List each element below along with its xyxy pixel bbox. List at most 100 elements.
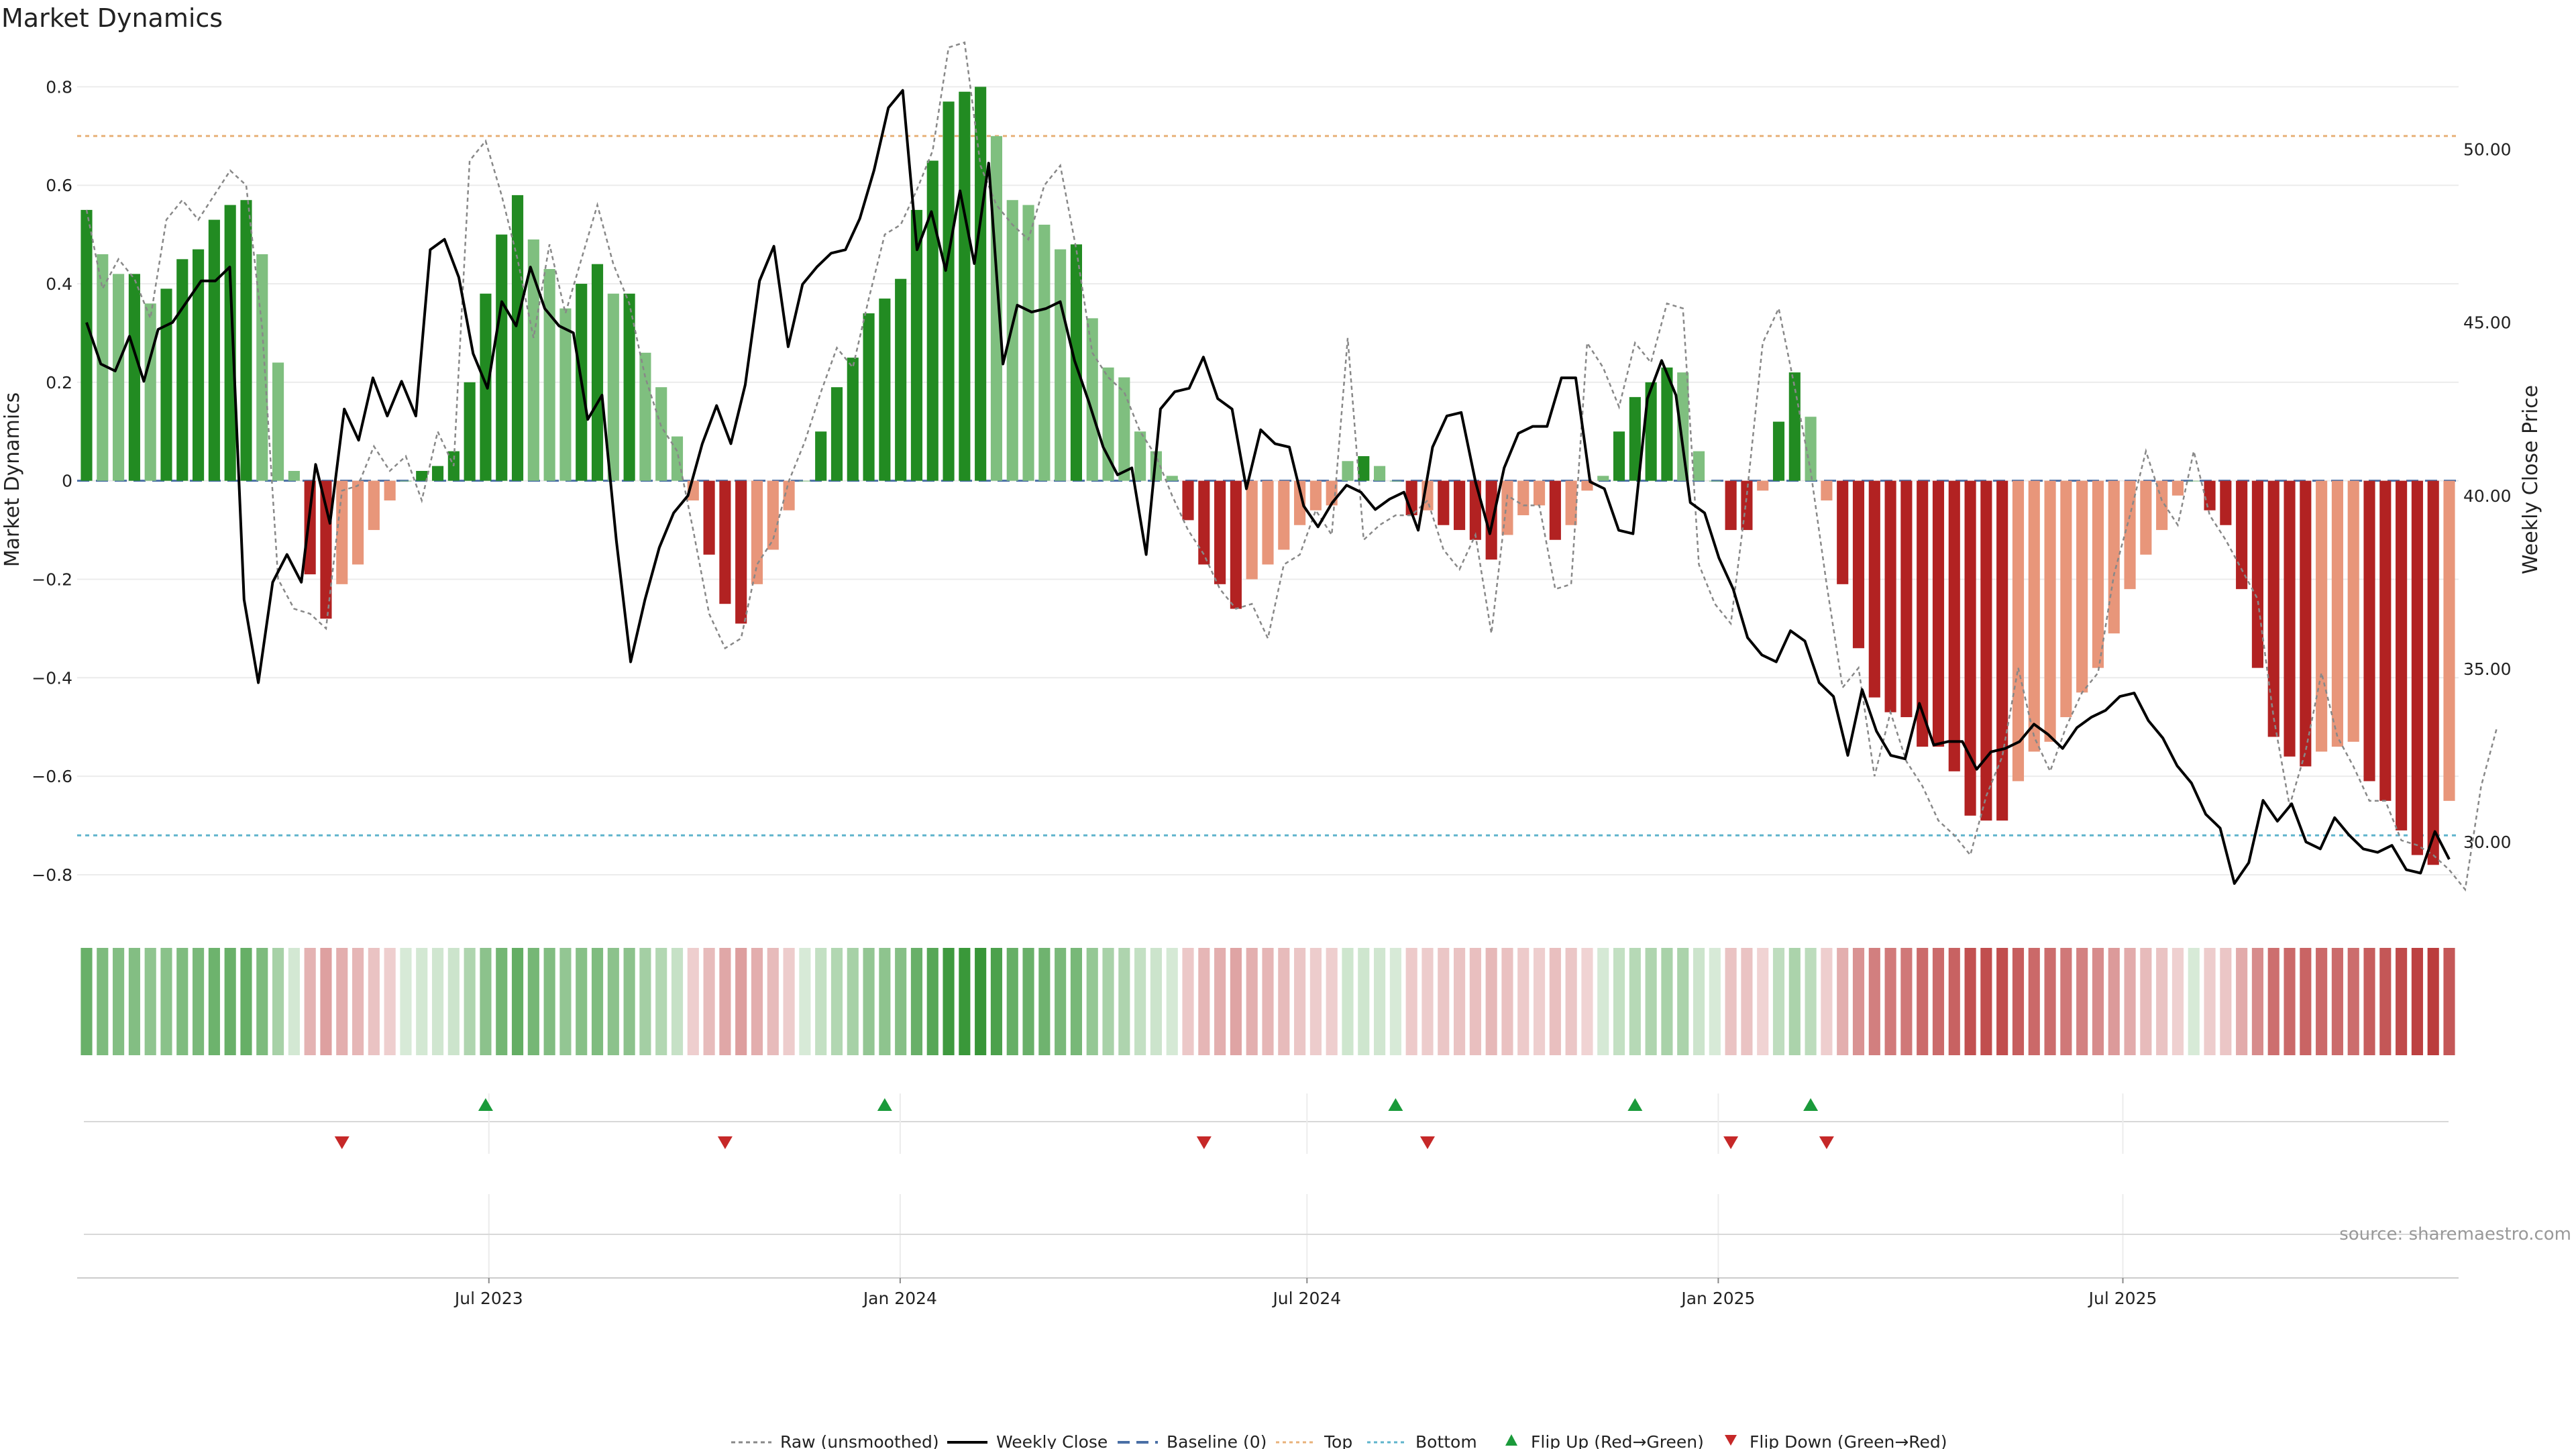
heat-cell (1917, 948, 1929, 1055)
heat-cell (160, 948, 172, 1055)
heat-cell (2300, 948, 2312, 1055)
dynamics-bar (1852, 480, 1865, 649)
heat-cell (1070, 948, 1082, 1055)
heat-cell (496, 948, 508, 1055)
heat-cell (2124, 948, 2136, 1055)
dynamics-bar (176, 259, 189, 481)
heat-cell (2379, 948, 2392, 1055)
flip-down-marker (717, 1136, 733, 1149)
heat-cell (910, 948, 923, 1055)
dynamics-bar (623, 293, 635, 481)
dynamics-bar (511, 195, 524, 481)
dynamics-bar (2060, 480, 2072, 718)
heat-cell (1948, 948, 1960, 1055)
dynamics-bar (799, 480, 811, 482)
dynamics-bar (1469, 480, 1481, 540)
heat-cell (1055, 948, 1067, 1055)
dynamics-bar (1038, 224, 1051, 481)
dynamics-bar (735, 480, 747, 624)
dynamics-bar (847, 358, 859, 481)
dynamics-bar (2171, 480, 2184, 496)
heat-cell (1805, 948, 1817, 1055)
dynamics-bar (879, 299, 891, 481)
heat-cell (128, 948, 140, 1055)
dynamics-bar (431, 466, 444, 481)
dynamics-bar (2251, 480, 2263, 668)
heat-cell (639, 948, 651, 1055)
heat-cell (416, 948, 428, 1055)
dynamics-bar (1917, 480, 1929, 747)
heat-cell (751, 948, 763, 1055)
dynamics-bar (2092, 480, 2104, 668)
heat-cell (1006, 948, 1018, 1055)
x-tick-label: Jul 2024 (1271, 1289, 1341, 1308)
dynamics-bar (1022, 205, 1034, 481)
dynamics-bar (1166, 476, 1178, 481)
y-tick-label-right: 40.00 (2463, 486, 2512, 506)
heat-cell (1884, 948, 1896, 1055)
dynamics-bar (1964, 480, 1976, 816)
heat-cell (1214, 948, 1226, 1055)
heat-cell (1262, 948, 1274, 1055)
heat-cell (1661, 948, 1673, 1055)
dynamics-bars (80, 87, 2455, 865)
heat-cell (400, 948, 412, 1055)
dynamics-bar (2044, 480, 2056, 742)
dynamics-bar (959, 91, 971, 481)
dynamics-bar (304, 480, 316, 575)
dynamics-bar (1533, 480, 1546, 506)
raw-series (85, 41, 2498, 892)
heat-cell (1022, 948, 1034, 1055)
heat-cell (735, 948, 747, 1055)
dynamics-bar (2140, 480, 2152, 555)
dynamics-bar (863, 313, 875, 481)
heat-cell (320, 948, 332, 1055)
dynamics-bar (1821, 480, 1833, 501)
dynamics-bar (1980, 480, 1992, 821)
heat-cell (2076, 948, 2088, 1055)
x-tick-label: Jan 2024 (862, 1289, 937, 1308)
heat-cell (2363, 948, 2375, 1055)
dynamics-bar (2108, 480, 2120, 634)
dynamics-bar (128, 274, 140, 481)
heat-cell (1868, 948, 1880, 1055)
heat-cell (719, 948, 731, 1055)
heat-cell (1613, 948, 1625, 1055)
lower-panel (77, 1234, 2459, 1279)
heat-cell (113, 948, 125, 1055)
heat-cell (655, 948, 667, 1055)
heat-cell (975, 948, 987, 1055)
heat-cell (2092, 948, 2104, 1055)
raw-line (85, 41, 2498, 892)
dynamics-bar (1725, 480, 1737, 531)
dynamics-bar (272, 362, 284, 481)
dynamics-bar (1501, 480, 1513, 535)
dynamics-bar (1661, 367, 1673, 481)
dynamics-bar (591, 264, 604, 481)
dynamics-bar (336, 480, 348, 584)
heat-cell (2396, 948, 2408, 1055)
heat-cell (1102, 948, 1114, 1055)
heat-cell (1326, 948, 1338, 1055)
dynamics-bar (1613, 431, 1625, 481)
flip-down-marker (1819, 1136, 1834, 1149)
dynamics-bar (703, 480, 715, 555)
dynamics-bar (1868, 480, 1880, 698)
heat-cell (830, 948, 843, 1055)
heat-cell (256, 948, 268, 1055)
y-tick-label-left: 0.4 (46, 274, 72, 294)
heat-cell (1038, 948, 1051, 1055)
dynamics-bar (2379, 480, 2392, 801)
dynamics-bar (1006, 200, 1018, 481)
weekly-close-series (85, 89, 2451, 885)
dynamics-bar (1389, 480, 1401, 482)
y-tick-label-left: 0 (62, 472, 72, 491)
heat-cell (97, 948, 109, 1055)
dynamics-bar (2204, 480, 2216, 511)
heat-cell (1086, 948, 1098, 1055)
heat-cell (1821, 948, 1833, 1055)
dynamics-bar (2076, 480, 2088, 693)
flip-up-marker (1803, 1098, 1819, 1111)
heat-cell (559, 948, 572, 1055)
y-axis-left: 0.8 0.6 0.4 0.2 0 −0.2 −0.4 −0.6 −0.8 (32, 77, 72, 885)
